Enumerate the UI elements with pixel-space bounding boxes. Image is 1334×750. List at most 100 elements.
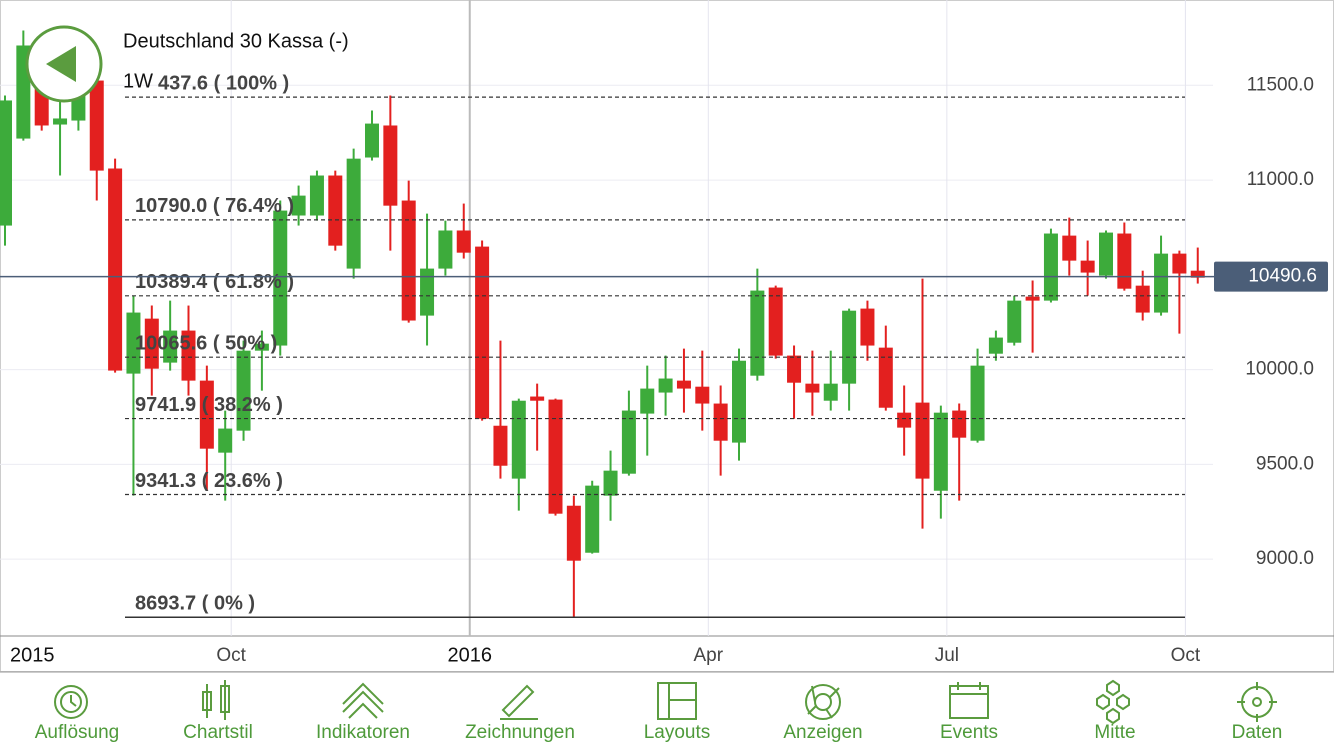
candle-body: [383, 125, 398, 206]
candle-body: [1154, 253, 1169, 313]
candle-body: [988, 337, 1003, 354]
candle-body: [750, 290, 765, 376]
last-price-box: [1214, 261, 1328, 292]
candle-body: [0, 100, 12, 226]
y-tick-label: 9500.0: [1256, 453, 1314, 474]
icon-chartstil[interactable]: [202, 680, 230, 720]
toolbar-label[interactable]: Mitte: [1094, 722, 1135, 743]
candle-body: [108, 168, 123, 371]
x-tick-label: Oct: [1171, 645, 1201, 666]
y-tick-label: 11000.0: [1247, 169, 1314, 190]
back-arrow[interactable]: [46, 46, 76, 82]
candle-body: [163, 330, 178, 363]
grid: [0, 0, 1213, 636]
chart-title: Deutschland 30 Kassa (-): [123, 30, 349, 52]
candle-body: [493, 425, 508, 466]
icon-events[interactable]: [949, 682, 989, 719]
toolbar-label[interactable]: Indikatoren: [316, 722, 410, 743]
candle-body: [603, 470, 618, 496]
candle-body: [420, 268, 435, 316]
candle-body: [676, 380, 691, 389]
candle-body: [585, 485, 600, 553]
candle-body: [878, 347, 893, 408]
candle-body: [548, 399, 563, 514]
fib-label: 9341.3 ( 23.6% ): [135, 470, 283, 492]
toolbar-label[interactable]: Anzeigen: [783, 722, 862, 743]
back-button[interactable]: [25, 25, 103, 103]
x-label-bg: [4, 642, 66, 670]
candle-body: [53, 118, 68, 125]
candle-body: [970, 365, 985, 441]
candle-body: [1025, 296, 1040, 301]
candle-body: [1007, 300, 1022, 343]
candle-body: [695, 386, 710, 404]
candle-body: [1062, 235, 1077, 261]
candle-body: [787, 355, 802, 383]
fib-label: 8693.7 ( 0% ): [135, 593, 255, 615]
candle-body: [952, 410, 967, 438]
candle-body: [1099, 232, 1113, 276]
icon-indikatoren[interactable]: [342, 682, 384, 719]
toolbar-label[interactable]: Layouts: [644, 722, 711, 743]
toolbar-label[interactable]: Chartstil: [183, 722, 253, 743]
overlay: 9000.0 9500.0 10000.0 11000.0 11500.0 2015 Oct…: [0, 72, 1328, 670]
candle-body: [805, 383, 820, 393]
last-price-label: 10490.6: [1248, 266, 1317, 287]
candle-body: [328, 175, 343, 246]
icon-aufloesung[interactable]: [54, 685, 88, 719]
candle-body: [126, 312, 141, 374]
toolbar-label[interactable]: Daten: [1232, 722, 1283, 743]
y-tick-label: 9000.0: [1256, 548, 1314, 569]
x-tick-label: 2016: [448, 644, 493, 666]
candle-body: [438, 230, 453, 269]
candle-body: [1117, 233, 1132, 289]
candle-body: [89, 80, 104, 171]
candle-body: [640, 388, 655, 414]
y-tick-label: 11500.0: [1247, 74, 1314, 95]
candle-body: [768, 287, 783, 356]
toolbar-label[interactable]: Auflösung: [35, 722, 120, 743]
toolbar-label[interactable]: Zeichnungen: [465, 722, 575, 743]
icon-layouts[interactable]: [657, 682, 697, 720]
candle-body: [1080, 260, 1095, 273]
candle-body: [566, 505, 581, 561]
candle-body: [236, 350, 251, 431]
candle-body: [365, 123, 379, 158]
candle-body: [933, 412, 948, 491]
candle-body: [823, 383, 838, 401]
candle-body: [658, 378, 673, 393]
fib-label: 10790.0 ( 76.4% ): [135, 195, 294, 217]
candle-body: [273, 210, 288, 346]
candle-body: [456, 230, 471, 253]
candle-body: [1172, 253, 1187, 274]
x-label-bg: [439, 642, 502, 670]
candle-body: [842, 310, 857, 384]
candle-body: [621, 410, 636, 474]
x-tick-label: Apr: [694, 645, 724, 666]
candle-body: [401, 200, 416, 321]
candle-body: [915, 402, 930, 479]
candle-body: [475, 246, 490, 419]
candle-body: [218, 428, 233, 453]
candle-body: [291, 195, 306, 216]
icon-mitte[interactable]: [1096, 679, 1130, 725]
candle-body: [309, 175, 324, 216]
fib-label: 9741.9 ( 38.2% ): [135, 394, 283, 416]
fib-label: 10389.4 ( 61.8% ): [135, 271, 294, 293]
candle-body: [1043, 233, 1058, 301]
icon-anzeigen[interactable]: [805, 684, 841, 720]
toolbar-label[interactable]: Events: [940, 722, 998, 743]
x-tick-label: Jul: [935, 645, 959, 666]
candle-body: [530, 396, 545, 401]
fib-label: 10065.6 ( 50% ): [135, 332, 277, 354]
candle-body: [511, 400, 526, 479]
icon-zeichnungen[interactable]: [500, 684, 538, 720]
candle-body: [860, 308, 875, 346]
icon-daten[interactable]: [1237, 682, 1277, 722]
interval: 1W: [123, 70, 153, 92]
x-tick-label: Oct: [216, 645, 246, 666]
candle-body: [713, 403, 728, 441]
fib-label: 437.6 ( 100% ): [158, 72, 289, 94]
candle-body: [254, 343, 269, 351]
